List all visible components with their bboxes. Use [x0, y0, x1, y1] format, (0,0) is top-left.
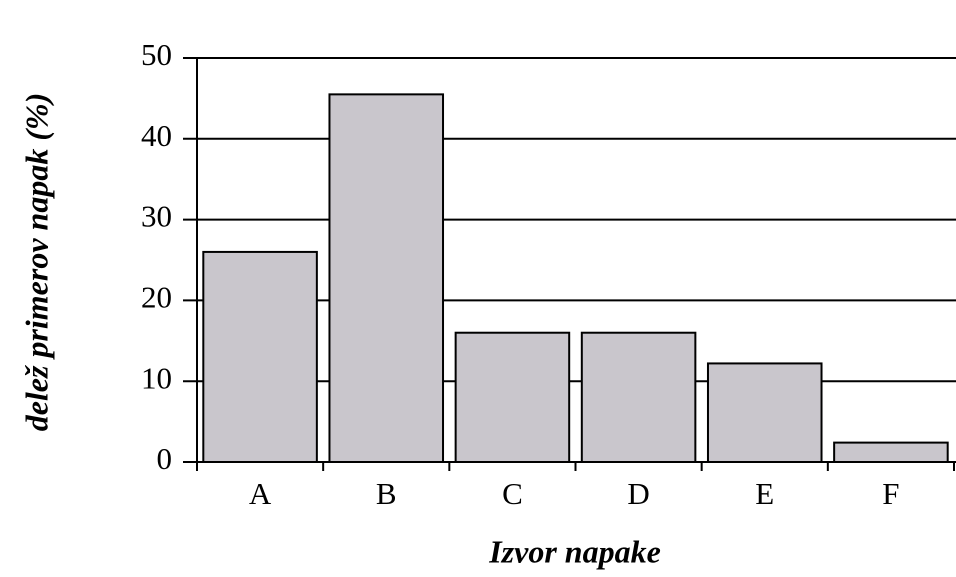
- x-tick-label: F: [882, 476, 899, 511]
- x-axis-title: Izvor napake: [488, 533, 661, 569]
- bar: [328, 93, 445, 464]
- x-tick-label: C: [502, 476, 523, 511]
- bar: [454, 331, 571, 463]
- y-tick-label: 10: [141, 360, 172, 395]
- bar: [580, 331, 697, 463]
- x-tick-label: B: [376, 476, 397, 511]
- y-tick-label: 50: [141, 37, 172, 72]
- y-tick-label: 20: [141, 280, 172, 315]
- y-tick-label: 30: [141, 199, 172, 234]
- y-tick-label: 40: [141, 118, 172, 153]
- x-tick-label: A: [249, 476, 272, 511]
- x-tick-label: D: [627, 476, 649, 511]
- y-axis-title: delež primerov napak (%): [18, 93, 54, 432]
- bar: [833, 441, 949, 464]
- y-tick-label: 0: [157, 441, 173, 476]
- x-tick-label: E: [755, 476, 774, 511]
- bar: [706, 362, 823, 464]
- bar: [202, 250, 318, 463]
